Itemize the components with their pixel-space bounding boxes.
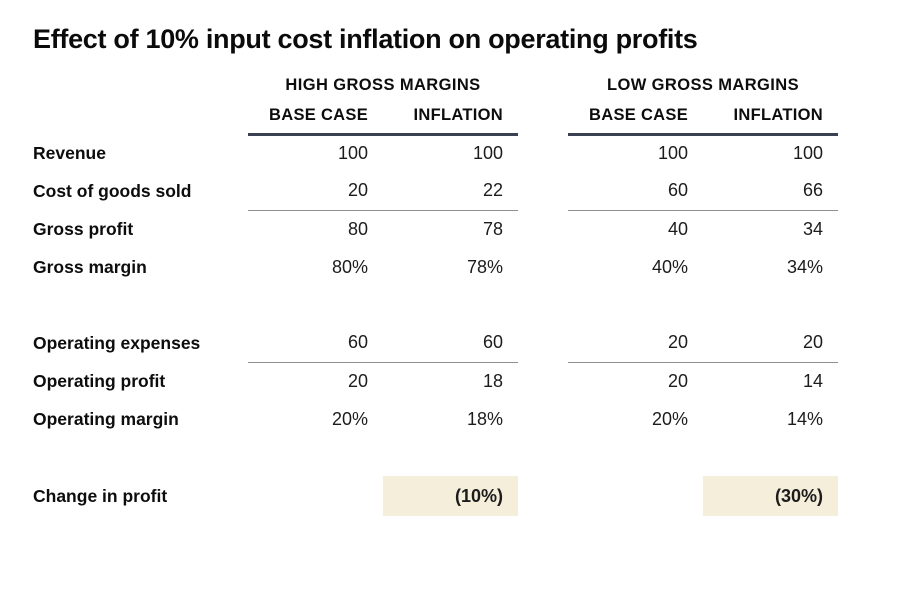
row-label: Operating expenses	[33, 332, 201, 353]
value-cell: 20%	[331, 408, 368, 429]
table-row-operating-expenses: Operating expenses 60 60 20 20	[33, 324, 838, 363]
table-row-revenue: Revenue 100 100 100 100	[33, 134, 838, 172]
group-gap	[518, 248, 568, 286]
value-cell: 80	[347, 218, 368, 239]
value-cell: 14	[802, 370, 823, 391]
table-row-group-headers: HIGH GROSS MARGINS LOW GROSS MARGINS	[33, 70, 838, 100]
value-cell: 40	[667, 218, 688, 239]
group-header-high-gross-margins: HIGH GROSS MARGINS	[285, 75, 481, 94]
comparison-table: HIGH GROSS MARGINS LOW GROSS MARGINS BAS…	[33, 70, 838, 516]
value-cell: 60	[568, 172, 703, 211]
row-label: Revenue	[33, 142, 106, 163]
value-cell: 20	[347, 370, 368, 391]
group-gap	[518, 324, 568, 362]
page-title: Effect of 10% input cost inflation on op…	[33, 24, 698, 54]
value-cell: 100	[792, 142, 823, 163]
value-cell	[248, 476, 383, 516]
group-gap	[518, 476, 568, 516]
value-cell: 34%	[786, 256, 823, 277]
row-label: Gross profit	[33, 218, 134, 239]
value-cell: 20	[248, 172, 383, 211]
value-cell: 18	[482, 370, 503, 391]
value-cell: 20	[703, 324, 838, 363]
highlighted-value-cell: (30%)	[703, 476, 838, 516]
value-cell: 60	[248, 324, 383, 363]
empty-corner	[33, 70, 248, 100]
column-header-low-inflation: INFLATION	[703, 99, 838, 136]
value-cell: 40%	[651, 256, 688, 277]
value-cell: 14%	[786, 408, 823, 429]
row-label: Operating margin	[33, 408, 179, 429]
group-gap	[518, 172, 568, 210]
table-row-operating-margin: Operating margin 20% 18% 20% 14%	[33, 400, 838, 438]
column-header-low-base-case: BASE CASE	[568, 99, 703, 136]
table-row-change-in-profit: Change in profit (10%) (30%)	[33, 476, 838, 516]
table-row-column-headers: BASE CASE INFLATION BASE CASE INFLATION	[33, 99, 838, 136]
group-gap	[518, 210, 568, 248]
group-gap	[518, 100, 568, 134]
table-row-gross-margin: Gross margin 80% 78% 40% 34%	[33, 248, 838, 286]
group-gap	[518, 70, 568, 100]
row-label: Cost of goods sold	[33, 180, 192, 201]
table-row-gross-profit: Gross profit 80 78 40 34	[33, 210, 838, 248]
row-label: Operating profit	[33, 370, 166, 391]
value-cell: 100	[337, 142, 368, 163]
column-header-high-inflation: INFLATION	[383, 99, 518, 136]
group-gap	[518, 400, 568, 438]
value-cell: 20%	[651, 408, 688, 429]
value-cell: 20	[568, 324, 703, 363]
value-cell: 20	[667, 370, 688, 391]
spacer-row	[33, 438, 838, 476]
row-label: Gross margin	[33, 256, 147, 277]
table-row-cost-of-goods-sold: Cost of goods sold 20 22 60 66	[33, 172, 838, 211]
value-cell: 80%	[331, 256, 368, 277]
spacer-row	[33, 286, 838, 324]
value-cell: 18%	[466, 408, 503, 429]
group-header-low-gross-margins: LOW GROSS MARGINS	[607, 75, 799, 94]
value-cell: 78%	[466, 256, 503, 277]
value-cell: 66	[703, 172, 838, 211]
value-cell: 22	[383, 172, 518, 211]
group-gap	[518, 362, 568, 400]
value-cell	[568, 476, 703, 516]
row-label: Change in profit	[33, 485, 168, 506]
group-gap	[518, 134, 568, 172]
value-cell: 100	[472, 142, 503, 163]
value-cell: 60	[383, 324, 518, 363]
value-cell: 100	[657, 142, 688, 163]
table-row-operating-profit: Operating profit 20 18 20 14	[33, 362, 838, 400]
empty-corner	[33, 100, 248, 134]
column-header-high-base-case: BASE CASE	[248, 99, 383, 136]
highlighted-value-cell: (10%)	[383, 476, 518, 516]
value-cell: 34	[802, 218, 823, 239]
value-cell: 78	[482, 218, 503, 239]
